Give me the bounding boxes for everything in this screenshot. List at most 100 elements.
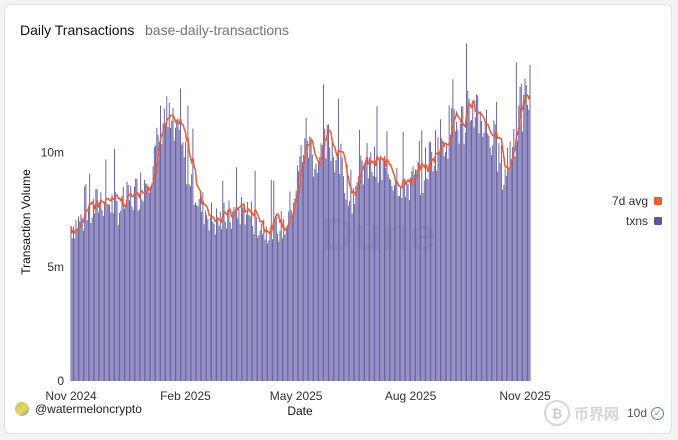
txns-bar xyxy=(201,211,203,381)
legend-swatch xyxy=(654,197,662,205)
txns-bar xyxy=(177,118,179,382)
txns-bar xyxy=(401,198,403,381)
txns-bar xyxy=(193,204,195,381)
txns-bar xyxy=(158,142,160,381)
txns-bar xyxy=(146,183,148,381)
txns-bar xyxy=(487,133,489,381)
txns-bar xyxy=(490,155,492,381)
txns-bar xyxy=(105,159,107,381)
footer-status: ₿ 币界网 10d ✓ xyxy=(543,400,664,426)
txns-bar xyxy=(150,186,152,381)
txns-bar xyxy=(92,199,94,381)
txns-bar xyxy=(181,144,183,381)
txns-bar xyxy=(390,180,392,381)
txns-bar xyxy=(367,178,369,381)
txns-bar xyxy=(99,204,101,381)
txns-bar xyxy=(172,107,174,381)
txns-bar xyxy=(392,190,394,381)
txns-bar xyxy=(298,171,300,381)
txns-bar xyxy=(381,180,383,381)
txns-bar xyxy=(453,109,455,381)
txns-bar xyxy=(376,106,378,381)
txns-bar xyxy=(476,94,477,381)
txns-bar xyxy=(228,200,230,381)
txns-bar xyxy=(408,200,410,381)
txns-bar xyxy=(422,193,424,381)
txns-bar xyxy=(291,214,293,381)
txns-bar xyxy=(156,127,158,381)
txns-bar xyxy=(262,234,263,381)
txns-bar xyxy=(119,212,120,381)
avatar xyxy=(15,402,29,416)
txns-bar xyxy=(316,172,318,381)
txns-bar xyxy=(269,233,271,381)
txns-bar xyxy=(385,167,387,381)
txns-bar xyxy=(359,129,361,381)
txns-bar xyxy=(375,176,377,381)
txns-bar xyxy=(447,158,449,381)
txns-bar xyxy=(325,158,327,381)
query-name[interactable]: base-daily-transactions xyxy=(145,22,289,38)
txns-bar xyxy=(194,202,196,381)
txns-bar xyxy=(300,145,302,381)
txns-bar xyxy=(461,106,463,381)
txns-bar xyxy=(242,207,244,381)
txns-bar xyxy=(436,170,438,381)
txns-bar xyxy=(509,141,511,381)
txns-bar xyxy=(388,178,390,381)
txns-bar xyxy=(398,195,400,381)
txns-bar xyxy=(437,137,439,381)
txns-bar xyxy=(145,183,147,381)
txns-bar xyxy=(95,189,97,381)
txns-bar xyxy=(183,157,185,381)
txns-bar xyxy=(170,127,171,381)
txns-bar xyxy=(186,184,188,381)
txns-bar xyxy=(258,235,260,381)
txns-bar xyxy=(503,185,505,381)
txns-bar xyxy=(130,186,132,381)
txns-bar xyxy=(337,98,339,382)
txns-bar xyxy=(379,160,380,381)
txns-bar xyxy=(387,174,389,381)
txns-bar xyxy=(222,180,224,381)
txns-bar xyxy=(488,135,490,381)
txns-bar xyxy=(418,140,420,381)
txns-bar xyxy=(500,145,502,381)
txns-bar xyxy=(216,208,217,381)
txns-bar xyxy=(290,209,292,381)
txns-bar xyxy=(267,243,268,381)
coin-logo-icon: ₿ xyxy=(543,400,570,426)
txns-bar xyxy=(403,180,405,381)
txns-bar xyxy=(106,203,108,381)
txns-bar xyxy=(132,209,134,381)
txns-bar xyxy=(342,176,344,381)
txns-bar xyxy=(428,142,430,381)
txns-bar xyxy=(352,188,354,381)
txns-bar xyxy=(180,88,181,381)
txns-bar xyxy=(232,211,234,381)
txns-bar xyxy=(155,145,157,381)
txns-bar xyxy=(321,145,323,381)
txns-bar xyxy=(142,201,144,381)
txns-bar xyxy=(340,143,342,381)
x-tick-label: Feb 2025 xyxy=(160,389,211,403)
txns-bar xyxy=(400,186,402,381)
txns-bar xyxy=(441,138,443,381)
txns-bar xyxy=(415,169,416,381)
txns-bar xyxy=(474,117,476,382)
txns-bar xyxy=(466,43,467,381)
txns-bar xyxy=(218,225,220,381)
author-link[interactable]: @watermeloncrypto xyxy=(15,402,142,416)
txns-bar xyxy=(308,157,310,381)
txns-bar xyxy=(431,151,433,381)
txns-bar xyxy=(126,181,128,381)
txns-bar xyxy=(438,152,440,381)
txns-bar xyxy=(110,212,112,381)
txns-bar xyxy=(109,204,110,381)
txns-bar xyxy=(148,192,150,381)
txns-bar xyxy=(279,231,281,381)
txns-bar xyxy=(314,168,316,381)
txns-bar xyxy=(131,206,133,381)
txns-bar xyxy=(380,155,382,381)
txns-bar xyxy=(410,177,412,381)
